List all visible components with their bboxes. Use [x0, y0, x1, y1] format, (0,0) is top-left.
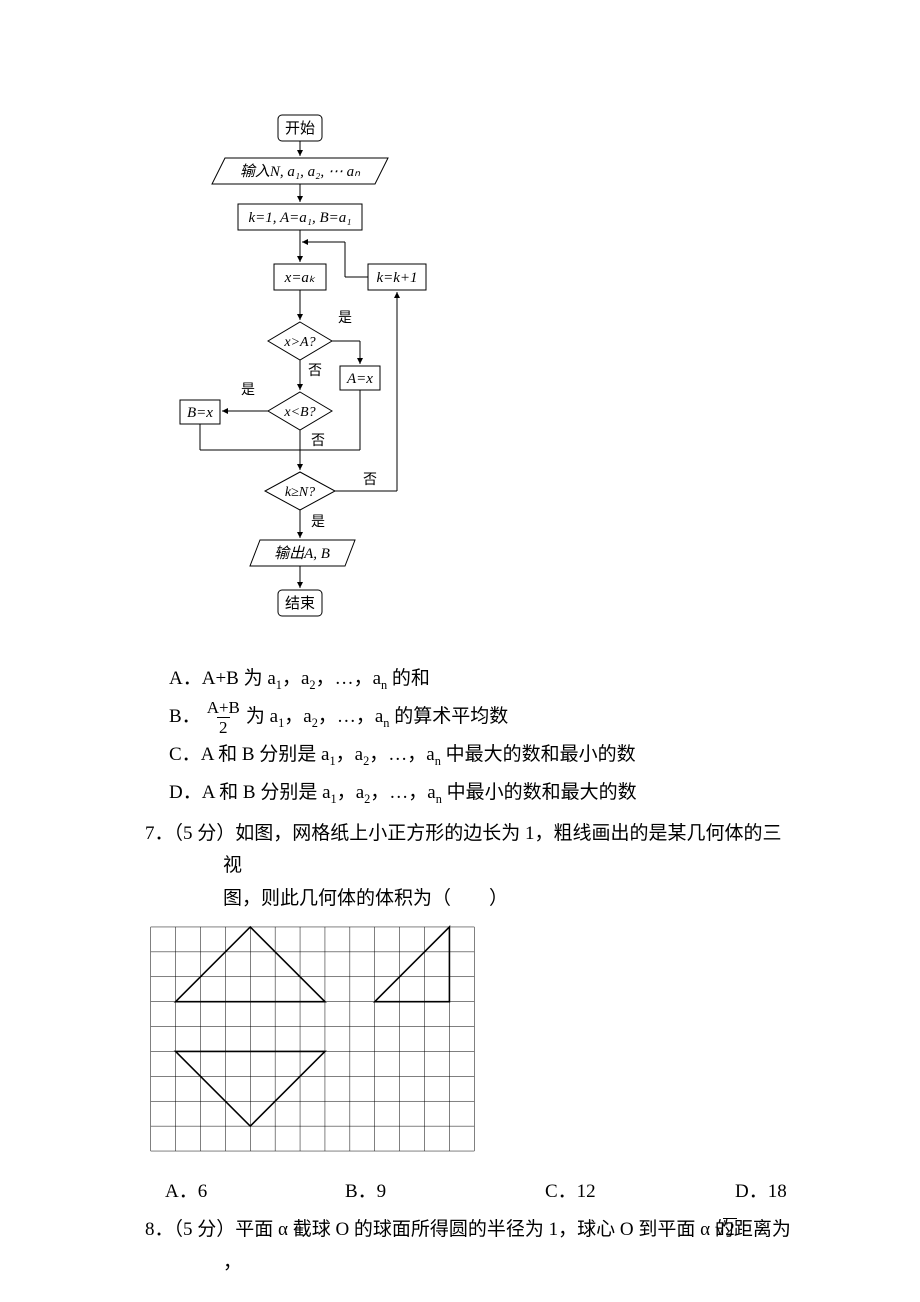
node-cmp-b: x<B?: [283, 405, 315, 420]
label-yes-3: 是: [311, 515, 325, 530]
opt-c-t2: ，a: [336, 744, 363, 765]
three-view-figure: [145, 919, 800, 1170]
q7-line2: 图，则此几何体的体积为（ ）: [145, 883, 800, 915]
node-set-a: A=x: [346, 371, 373, 387]
fraction: A+B 2: [205, 699, 242, 736]
q8-text-b: ，: [223, 1252, 242, 1273]
node-cmp-a: x>A?: [283, 335, 315, 350]
q6-option-a: A．A+B 为 a1，a2，…，an 的和: [169, 660, 800, 698]
q7-line1: 7．（5 分）如图，网格纸上小正方形的边长为 1，粗线画出的是某几何体的三视: [145, 818, 800, 883]
opt-d-end: 中最小的数和最大的数: [442, 782, 637, 803]
node-cmp-n: k≥N?: [285, 485, 315, 500]
sqrt: 2: [791, 1214, 793, 1246]
q7-opt-a: A．6: [165, 1176, 345, 1208]
fraction-num: A+B: [205, 699, 242, 717]
flowchart: 开始 输入N, a₁, a₂, ⋯ aₙ k=1, A=a₁, B=a₁ x=a…: [170, 110, 440, 650]
label-no-3: 否: [363, 473, 377, 488]
opt-c-t3: ，…，a: [369, 744, 434, 765]
opt-b-t1: 为 a: [246, 706, 278, 727]
node-start: 开始: [285, 120, 315, 137]
opt-c-t1: A 和 B 分别是 a: [201, 744, 330, 765]
sqrt-val: 2: [723, 1218, 737, 1240]
q7: 7．（5 分）如图，网格纸上小正方形的边长为 1，粗线画出的是某几何体的三视 图…: [145, 818, 800, 915]
page: 开始 输入N, a₁, a₂, ⋯ aₙ k=1, A=a₁, B=a₁ x=a…: [0, 0, 920, 1302]
opt-d-prefix: D．: [169, 782, 202, 803]
opt-b-prefix: B．: [169, 698, 201, 736]
opt-a-t3: ，…，a: [316, 668, 381, 689]
opt-c-prefix: C．: [169, 744, 201, 765]
opt-a-t4: 的和: [387, 668, 430, 689]
label-no-2: 否: [311, 434, 325, 449]
q6-option-b: B． A+B 2 为 a1，a2，…，an 的算术平均数: [169, 698, 800, 736]
node-output: 输出A, B: [274, 545, 330, 562]
q7-opt-d: D．18: [735, 1176, 787, 1208]
opt-a-prefix: A．: [169, 668, 202, 689]
opt-d-t1: A 和 B 分别是 a: [202, 782, 331, 803]
q6-option-c: C．A 和 B 分别是 a1，a2，…，an 中最大的数和最小的数: [169, 736, 800, 774]
node-inc-k: k=k+1: [376, 270, 417, 286]
node-assign-x: x=aₖ: [284, 270, 316, 286]
q6-option-d: D．A 和 B 分别是 a1，a2，…，an 中最小的数和最大的数: [169, 774, 800, 812]
q7-opt-b: B．9: [345, 1176, 545, 1208]
three-view-svg: [145, 919, 480, 1159]
opt-a-t1: A+B 为 a: [202, 668, 276, 689]
node-init: k=1, A=a₁, B=a₁: [248, 210, 351, 226]
q8-text-a: 8．（5 分）平面 α 截球 O 的球面所得圆的半径为 1，球心 O 到平面 α…: [145, 1219, 791, 1240]
node-end: 结束: [285, 595, 315, 612]
label-yes-2: 是: [241, 383, 255, 398]
flowchart-svg: 开始 输入N, a₁, a₂, ⋯ aₙ k=1, A=a₁, B=a₁ x=a…: [170, 110, 450, 650]
node-set-b: B=x: [187, 405, 213, 421]
label-yes-1: 是: [338, 311, 352, 326]
opt-c-end: 中最大的数和最小的数: [441, 744, 636, 765]
opt-b-t3: ，…，a: [318, 706, 383, 727]
opt-b-t2: ，a: [284, 706, 311, 727]
q7-opt-c: C．12: [545, 1176, 735, 1208]
opt-d-t3: ，…，a: [370, 782, 435, 803]
q7-answers: A．6 B．9 C．12 D．18: [145, 1176, 800, 1208]
q8: 8．（5 分）平面 α 截球 O 的球面所得圆的半径为 1，球心 O 到平面 α…: [145, 1214, 800, 1279]
opt-d-t2: ，a: [337, 782, 364, 803]
opt-a-t2: ，a: [282, 668, 309, 689]
label-no-1: 否: [308, 364, 322, 379]
fraction-den: 2: [217, 717, 230, 736]
node-input: 输入N, a₁, a₂, ⋯ aₙ: [240, 163, 361, 180]
opt-b-t4: 的算术平均数: [389, 706, 508, 727]
